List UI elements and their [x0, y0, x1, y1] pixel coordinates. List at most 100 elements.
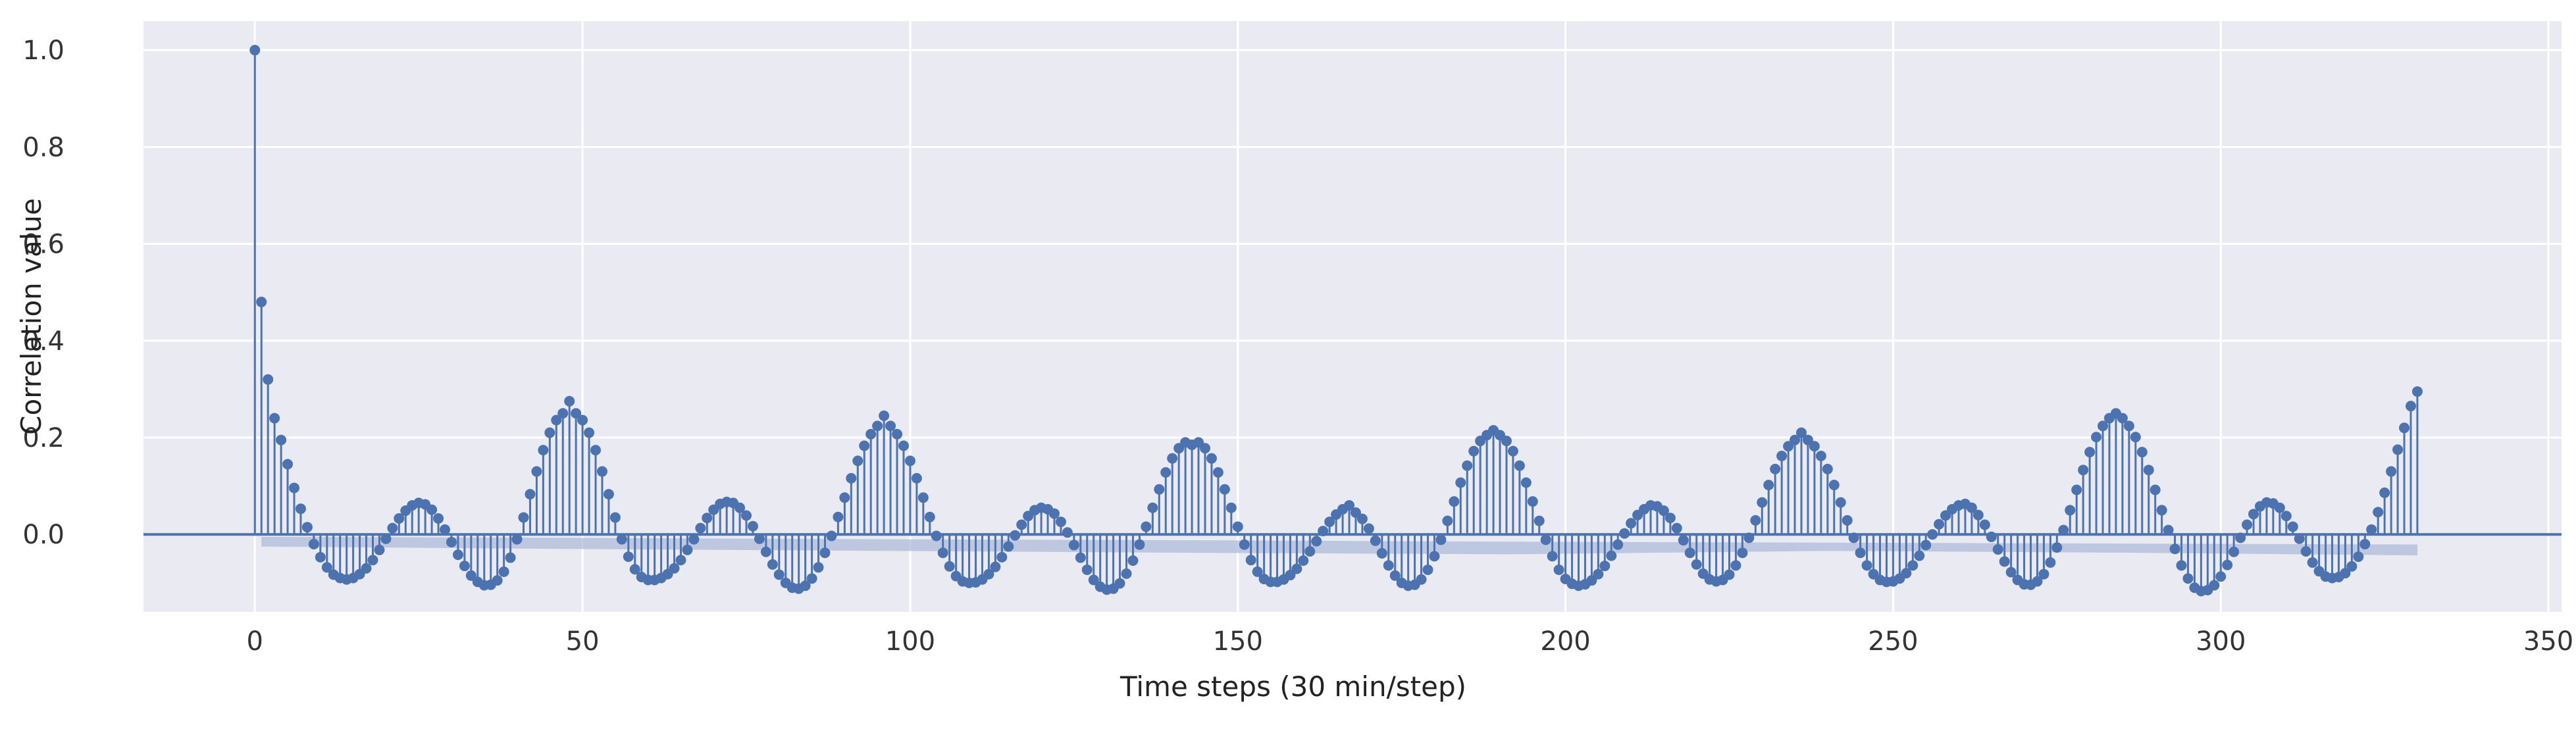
marker-lag-278	[2071, 484, 2082, 495]
marker-lag-266	[1992, 544, 2003, 555]
marker-lag-184	[1455, 477, 1466, 488]
x-tick-labels: 0 50 100 150 200 250 300 350	[247, 626, 2574, 657]
marker-lag-262	[1966, 502, 1977, 513]
marker-lag-95	[872, 420, 883, 432]
marker-lag-186	[1468, 445, 1480, 457]
x-tick-label: 100	[885, 626, 935, 657]
x-tick-label: 150	[1213, 626, 1263, 657]
marker-lag-274	[2045, 557, 2056, 568]
marker-lag-233	[1776, 450, 1788, 461]
marker-lag-98	[892, 428, 903, 440]
marker-lag-22	[394, 513, 405, 524]
marker-lag-56	[616, 534, 627, 545]
marker-lag-20	[380, 533, 392, 544]
marker-lag-234	[1783, 441, 1794, 452]
marker-lag-40	[511, 534, 523, 545]
marker-lag-325	[2379, 487, 2390, 498]
marker-lag-277	[2065, 505, 2076, 516]
marker-lag-218	[1678, 535, 1689, 546]
marker-lag-263	[1972, 509, 1984, 520]
marker-lag-194	[1520, 477, 1532, 488]
marker-lag-140	[1167, 453, 1178, 464]
marker-lag-178	[1416, 574, 1427, 585]
marker-lag-310	[2280, 511, 2292, 522]
plot-background	[143, 21, 2562, 612]
marker-lag-51	[584, 427, 595, 438]
marker-lag-181	[1435, 534, 1447, 545]
marker-lag-10	[315, 551, 326, 563]
marker-lag-180	[1429, 551, 1440, 562]
marker-lag-256	[1927, 529, 1938, 540]
marker-lag-329	[2405, 401, 2416, 412]
marker-lag-50	[577, 415, 588, 426]
marker-lag-171	[1370, 535, 1381, 546]
marker-lag-313	[2300, 545, 2311, 557]
marker-lag-210	[1626, 518, 1637, 529]
markers	[249, 45, 2423, 597]
marker-lag-327	[2392, 444, 2404, 455]
marker-lag-170	[1363, 523, 1374, 534]
marker-lag-75	[741, 510, 752, 521]
marker-lag-69	[702, 513, 713, 524]
marker-lag-268	[2005, 567, 2017, 578]
marker-lag-196	[1533, 515, 1545, 526]
marker-lag-321	[2353, 551, 2364, 563]
marker-lag-102	[917, 492, 929, 503]
marker-lag-29	[440, 524, 451, 535]
marker-lag-64	[669, 563, 680, 574]
marker-lag-225	[1724, 569, 1735, 580]
marker-lag-127	[1081, 564, 1093, 575]
marker-lag-54	[603, 489, 614, 500]
marker-lag-97	[885, 420, 896, 432]
marker-lag-258	[1940, 510, 1951, 521]
marker-lag-43	[531, 466, 542, 477]
marker-lag-145	[1199, 443, 1210, 454]
marker-lag-216	[1664, 513, 1676, 524]
marker-lag-125	[1068, 540, 1079, 551]
marker-lag-300	[2215, 571, 2227, 582]
marker-lag-44	[538, 445, 549, 456]
marker-lag-265	[1986, 531, 1997, 542]
marker-lag-163	[1318, 526, 1329, 537]
marker-lag-128	[1088, 574, 1099, 586]
marker-lag-49	[571, 408, 582, 419]
marker-lag-289	[2143, 465, 2154, 476]
marker-lag-28	[433, 513, 444, 524]
marker-lag-78	[760, 546, 771, 557]
marker-lag-126	[1075, 552, 1086, 563]
marker-lag-236	[1796, 427, 1807, 438]
marker-lag-41	[518, 512, 529, 523]
marker-lag-295	[2182, 573, 2194, 584]
marker-lag-183	[1449, 496, 1460, 507]
marker-lag-239	[1815, 450, 1826, 461]
marker-lag-169	[1356, 513, 1368, 524]
x-axis-label: Time steps (30 min/step)	[1120, 670, 1466, 703]
marker-lag-254	[1914, 550, 1925, 561]
marker-lag-220	[1691, 559, 1702, 570]
marker-lag-276	[2058, 524, 2069, 536]
marker-lag-164	[1324, 517, 1335, 528]
marker-lag-65	[675, 555, 686, 566]
marker-lag-324	[2373, 507, 2384, 518]
marker-lag-311	[2287, 521, 2298, 532]
y-tick-label: 0.2	[22, 423, 64, 453]
marker-lag-133	[1121, 568, 1132, 579]
marker-lag-87	[819, 547, 831, 559]
marker-lag-8	[301, 522, 313, 533]
marker-lag-122	[1048, 508, 1060, 519]
marker-lag-227	[1737, 547, 1748, 559]
marker-lag-7	[295, 503, 306, 515]
marker-lag-117	[1016, 519, 1027, 530]
marker-lag-230	[1757, 497, 1768, 508]
marker-lag-279	[2078, 465, 2089, 476]
marker-lag-91	[846, 472, 857, 484]
y-tick-label: 0.6	[22, 230, 64, 260]
marker-lag-114	[996, 551, 1008, 563]
marker-lag-219	[1684, 547, 1695, 559]
marker-lag-286	[2123, 420, 2134, 432]
marker-lag-195	[1527, 496, 1538, 507]
marker-lag-47	[557, 408, 569, 419]
marker-lag-79	[767, 559, 778, 570]
marker-lag-232	[1770, 463, 1781, 474]
